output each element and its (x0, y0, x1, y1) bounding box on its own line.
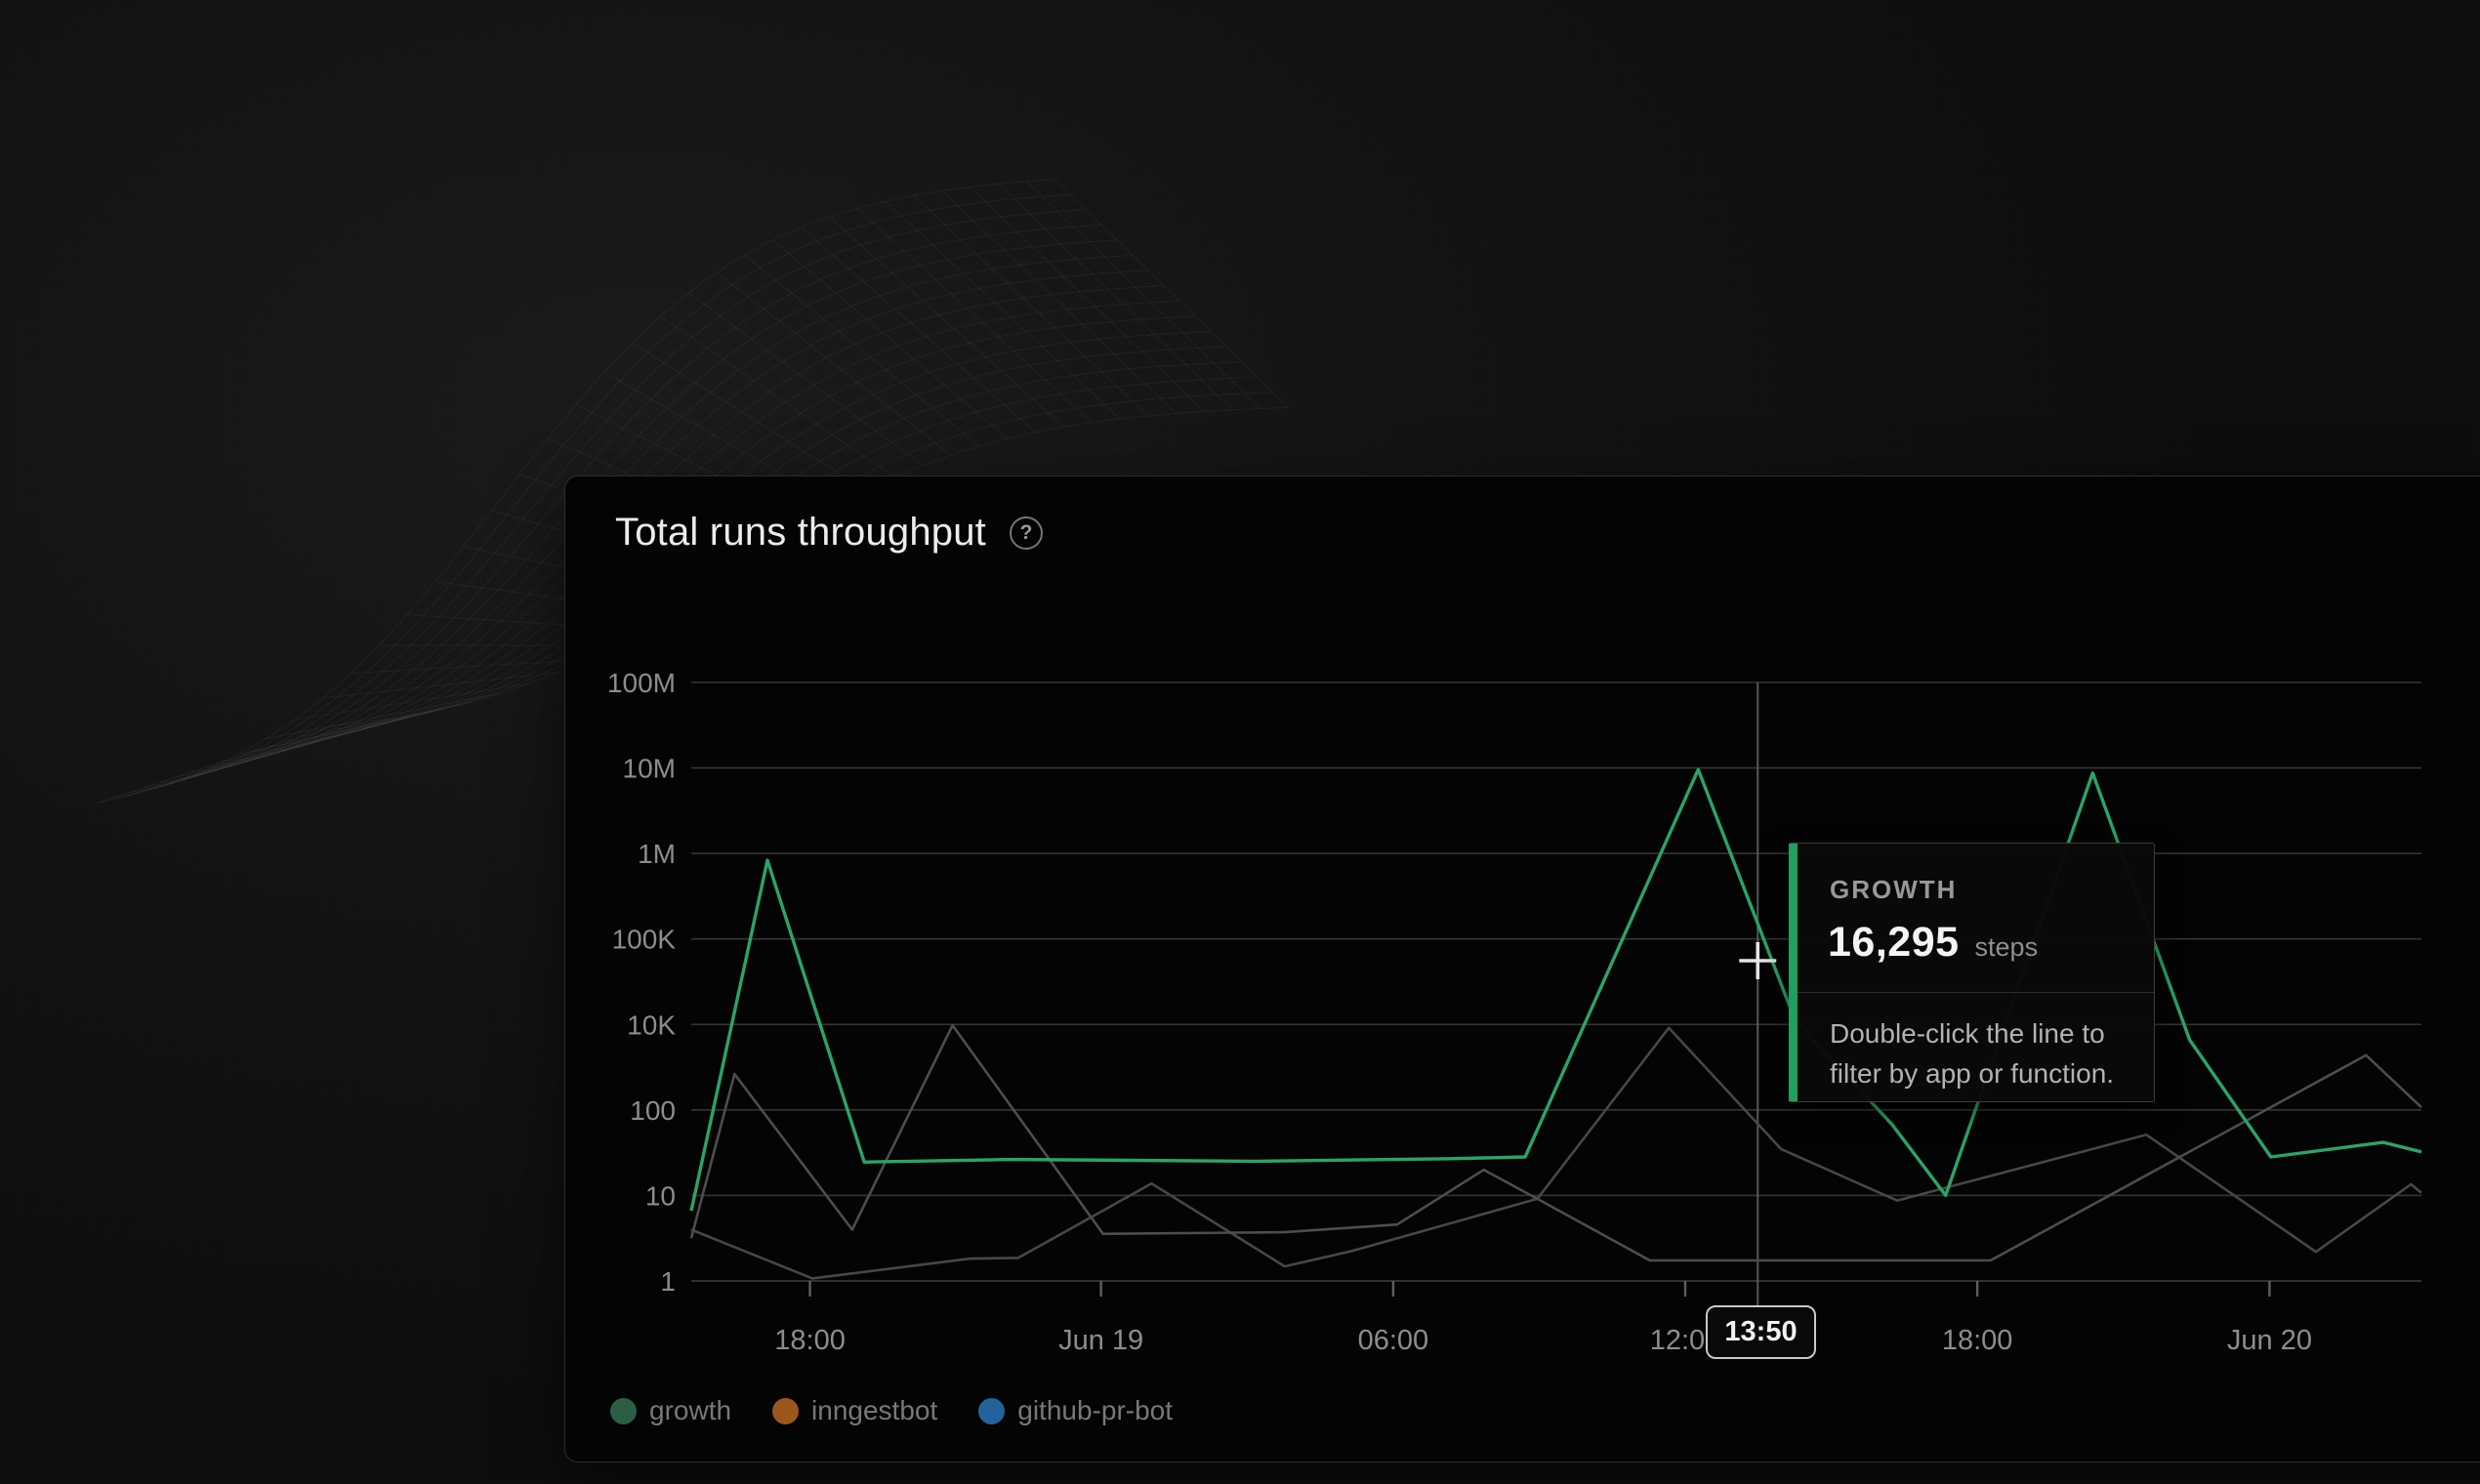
y-axis-label: 100K (612, 925, 677, 955)
crosshair-marker (1739, 942, 1777, 979)
legend-dot-inngestbot (772, 1397, 800, 1424)
crosshair-time-badge: 13:50 (1706, 1305, 1816, 1359)
legend-item-github-pr-bot[interactable]: github-pr-bot (978, 1395, 1173, 1426)
legend-item-inngestbot[interactable]: inngestbot (772, 1395, 937, 1426)
x-axis-label: 06:00 (1358, 1325, 1429, 1356)
y-axis-label: 100 (630, 1095, 676, 1126)
legend-item-growth[interactable]: growth (610, 1395, 731, 1426)
legend-dot-growth (610, 1397, 637, 1424)
y-axis-label: 10M (623, 754, 676, 784)
series-line-github-pr-bot[interactable] (690, 1026, 2422, 1280)
legend-dot-github-pr-bot (978, 1397, 1006, 1424)
series-line-inngestbot[interactable] (689, 1023, 2422, 1262)
tooltip-value: 16,295 (1828, 919, 1960, 966)
tooltip-unit: steps (1974, 932, 2039, 962)
chart-header: Total runs throughput ? (615, 511, 1044, 555)
y-axis-label: 100M (607, 668, 676, 698)
tooltip-value-row: 16,295 steps (1789, 905, 2154, 967)
chart-card (564, 475, 2480, 1463)
y-axis-label: 10 (645, 1180, 676, 1211)
chart-legend: growth inngestbot github-pr-bot (610, 1395, 1173, 1426)
chart-title: Total runs throughput (615, 511, 987, 554)
x-axis-label: 18:00 (1942, 1325, 2013, 1356)
help-glyph: ? (1019, 520, 1033, 544)
tooltip-series-label: GROWTH (1830, 875, 1958, 904)
tooltip-accent-bar (1789, 844, 1798, 1101)
x-axis-label: 18:00 (774, 1325, 846, 1356)
y-axis-label: 1M (638, 839, 676, 869)
legend-label: growth (649, 1395, 732, 1425)
legend-label: github-pr-bot (1017, 1395, 1174, 1425)
crosshair-time-label: 13:50 (1724, 1316, 1798, 1347)
x-axis-label: Jun 19 (1058, 1325, 1143, 1356)
legend-label: inngestbot (811, 1395, 938, 1425)
y-axis-label: 10K (627, 1010, 676, 1040)
y-axis-label: 1 (660, 1266, 676, 1297)
tooltip-divider (1789, 992, 2154, 993)
chart-tooltip: GROWTH 16,295 steps Double-click the lin… (1789, 843, 2155, 1102)
x-axis-label: Jun 20 (2227, 1325, 2312, 1356)
series-line-growth[interactable] (689, 767, 2422, 1212)
help-icon[interactable]: ? (1010, 515, 1044, 550)
tooltip-hint-text: Double-click the line to filter by app o… (1830, 1018, 2115, 1089)
